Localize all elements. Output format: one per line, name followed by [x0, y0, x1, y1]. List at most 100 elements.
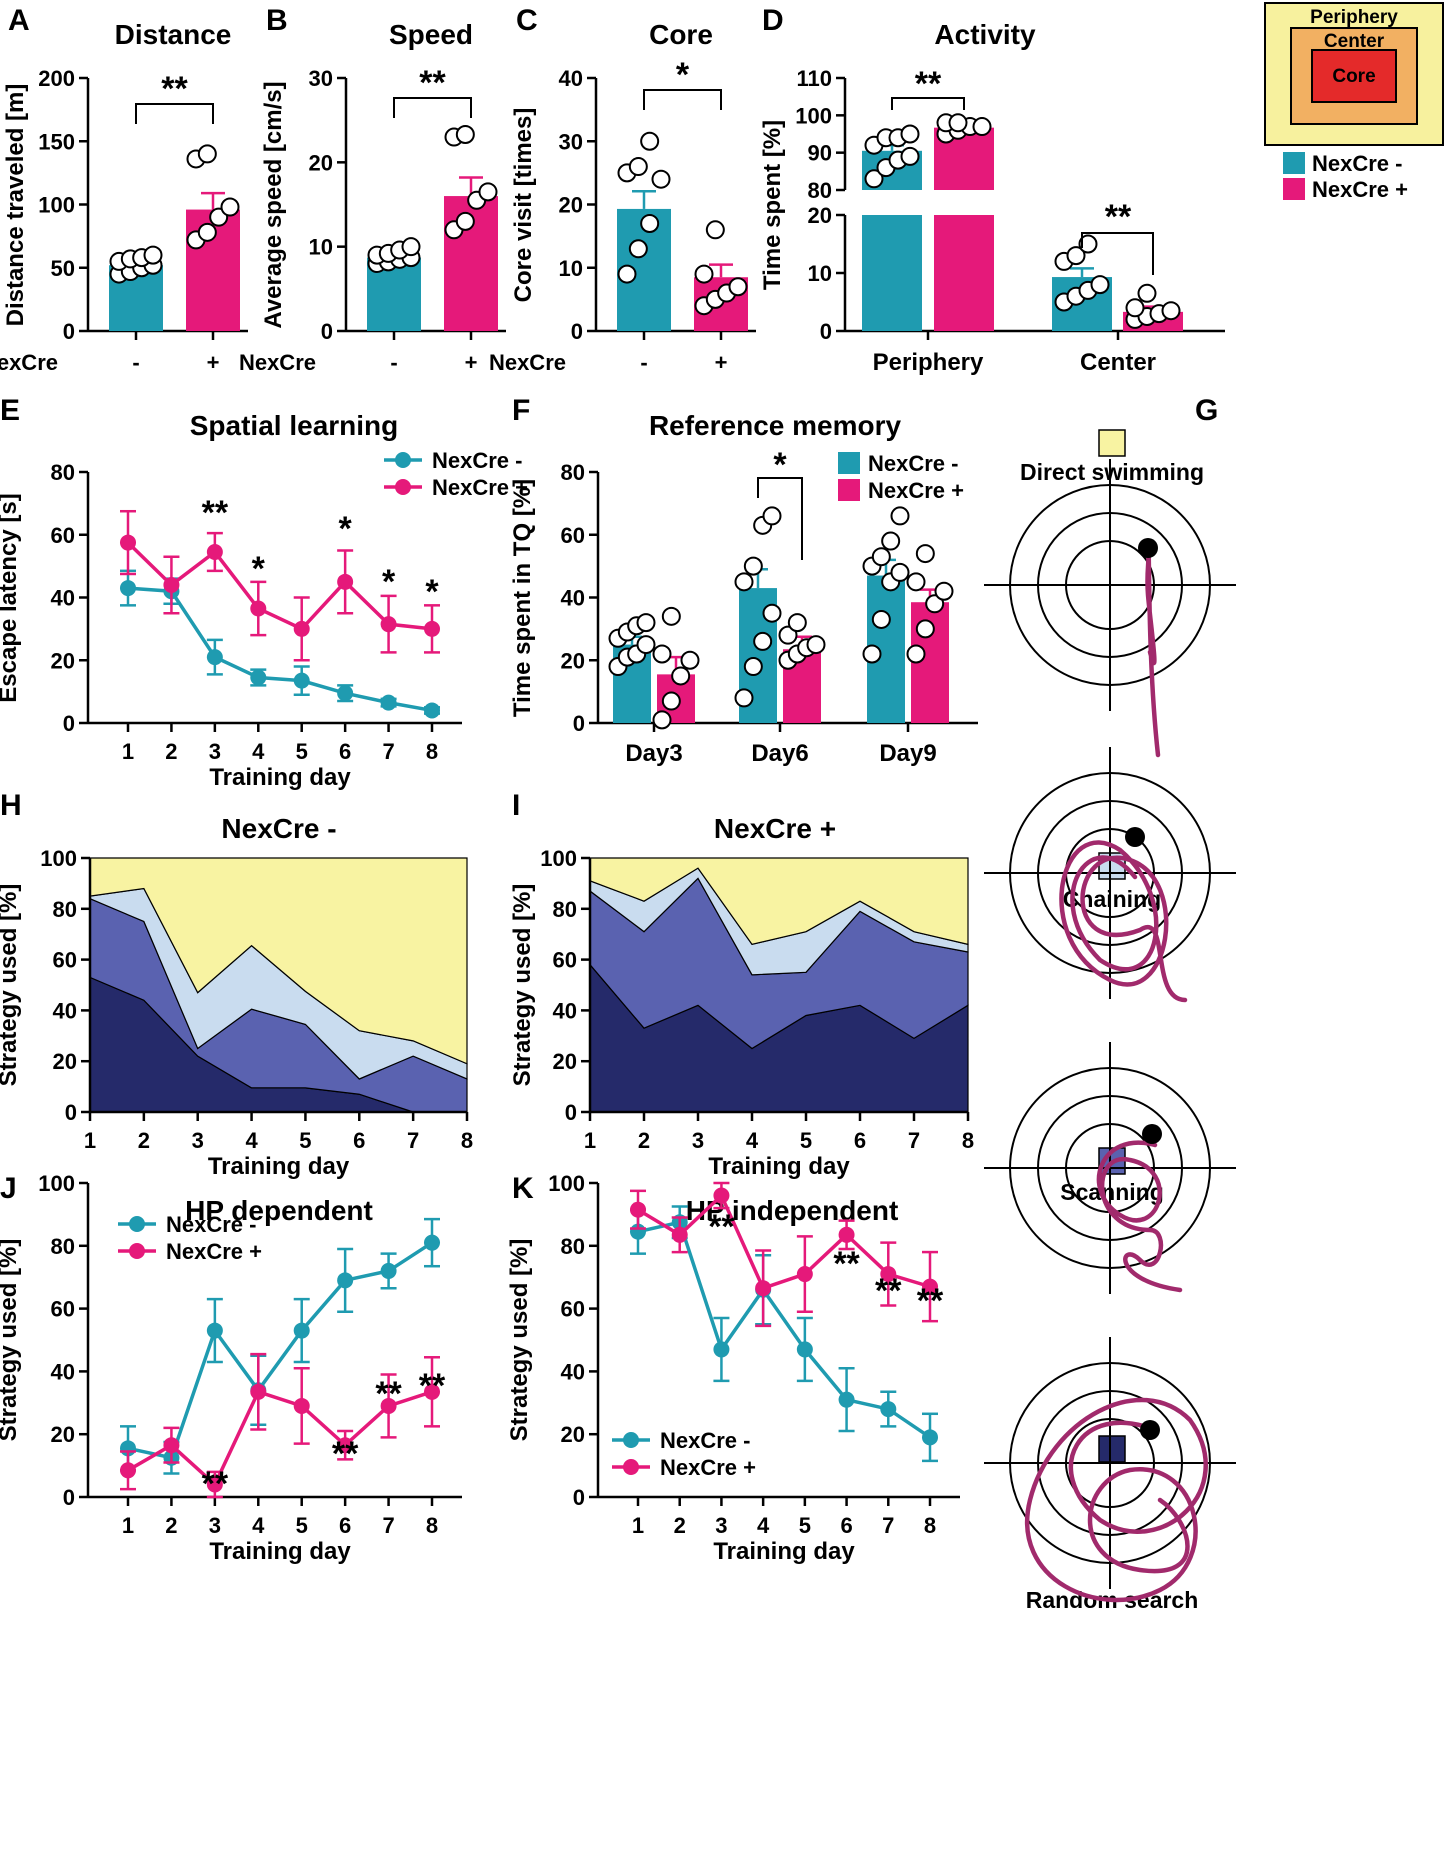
data-point — [915, 544, 935, 564]
series-marker — [206, 1476, 223, 1493]
y-tick-label: 100 — [38, 1171, 75, 1196]
area-direct-swimming — [589, 857, 969, 946]
series-line-plus — [637, 1192, 931, 1291]
x-tick-label: 1 — [584, 1128, 596, 1153]
series-marker — [424, 1234, 440, 1251]
significance-star: ** — [332, 1435, 359, 1473]
significance-bracket — [643, 89, 722, 110]
swim-path — [1059, 840, 1188, 1003]
data-point — [881, 531, 901, 551]
panel-title: Speed — [389, 19, 473, 50]
x-tick-label: 8 — [962, 1128, 974, 1153]
data-point — [934, 581, 954, 601]
inset-core-label: Core — [1332, 66, 1375, 87]
data-point — [628, 157, 648, 177]
y-tick-label: 150 — [38, 129, 75, 154]
panel-letter: D — [762, 4, 784, 37]
y-tick-label: 100 — [540, 846, 577, 871]
panel-B: B Speed 0 10 20 30 Average speed [cm/s] ** NexCr… — [239, 4, 506, 375]
legend-marker — [395, 452, 411, 468]
y-tick-label: 0 — [63, 711, 75, 736]
x-axis-label: Training day — [713, 1538, 855, 1565]
series-marker — [293, 1397, 310, 1414]
significance-star: * — [425, 573, 439, 611]
y-tick-label: 60 — [553, 948, 577, 973]
data-point — [1090, 275, 1110, 295]
data-point — [871, 547, 891, 567]
x-tick-label: Center — [1080, 349, 1156, 376]
significance-star: * — [676, 56, 690, 94]
panel-letter: K — [512, 1172, 534, 1205]
bar-periphery-lower — [934, 215, 994, 331]
x-tick-label: 7 — [908, 1128, 920, 1153]
data-point — [652, 710, 672, 730]
series-marker — [380, 1397, 397, 1414]
series-marker — [922, 1429, 938, 1446]
series-marker — [424, 620, 440, 637]
data-point — [1161, 301, 1181, 321]
strategy-label-scanning: Scanning — [1060, 1179, 1164, 1205]
x-tick-label: 7 — [382, 739, 394, 764]
x-tick-label: 3 — [209, 1513, 221, 1538]
x-tick-label: 6 — [339, 739, 351, 764]
x-tick-label: 5 — [296, 739, 308, 764]
series-marker — [250, 1383, 267, 1400]
panel-letter: B — [266, 4, 288, 37]
series-marker — [424, 1383, 440, 1400]
significance-star: * — [339, 510, 353, 548]
data-point — [640, 131, 660, 151]
legend-label-plus: NexCre + — [660, 1455, 756, 1480]
y-tick-label: 80 — [561, 460, 585, 485]
legend-label-minus: NexCre - — [868, 451, 958, 476]
series-marker — [713, 1341, 730, 1358]
strategy-label-direct-swimming: Direct swimming — [1020, 459, 1204, 485]
x-axis-label: Training day — [208, 1153, 350, 1180]
y-tick-label: 80 — [561, 1234, 585, 1259]
panel-C: C Core 0 10 20 30 40 Core visit [times] * NexCre -… — [489, 4, 756, 375]
series-marker — [796, 1266, 813, 1283]
panel-letter: A — [8, 4, 30, 37]
data-point — [906, 572, 926, 592]
x-tick-label: - — [390, 350, 397, 375]
series-marker — [337, 573, 354, 590]
y-tick-label: 80 — [53, 897, 77, 922]
data-point — [628, 239, 648, 259]
panel-title: Spatial learning — [190, 410, 399, 441]
y-tick-label: 20 — [53, 1049, 77, 1074]
series-marker — [120, 580, 136, 597]
x-tick-label: 6 — [854, 1128, 866, 1153]
y-tick-label: 80 — [553, 897, 577, 922]
significance-star: ** — [202, 494, 229, 532]
series-marker — [206, 544, 223, 561]
y-tick-label: 20 — [51, 648, 75, 673]
data-point — [762, 603, 782, 623]
inset-periphery-label: Periphery — [1310, 7, 1398, 28]
legend-marker — [129, 1216, 145, 1232]
y-tick-label: 100 — [40, 846, 77, 871]
x-tick-label: 2 — [165, 1513, 177, 1538]
significance-star: ** — [915, 65, 942, 103]
data-point — [900, 146, 920, 166]
data-point — [661, 691, 681, 711]
y-tick-label: 20 — [51, 1422, 75, 1447]
platform-marker — [1140, 1420, 1160, 1440]
x-tick-label: 8 — [924, 1513, 936, 1538]
significance-star: ** — [161, 70, 188, 108]
panel-title: NexCre - — [221, 813, 336, 844]
series-marker — [250, 600, 267, 617]
y-tick-label: 10 — [808, 261, 832, 286]
significance-star: ** — [917, 1282, 944, 1320]
significance-star: * — [252, 550, 266, 588]
data-point — [640, 213, 660, 233]
legend-swatch-minus — [838, 452, 860, 474]
y-tick-label: 0 — [65, 1100, 77, 1125]
y-axis-label: Strategy used [%] — [506, 1239, 533, 1442]
x-tick-label: 7 — [382, 1513, 394, 1538]
data-point — [871, 609, 891, 629]
y-axis-label: Distance traveled [m] — [2, 84, 29, 327]
y-tick-label: 20 — [309, 150, 333, 175]
legend-marker — [395, 479, 411, 495]
data-point — [220, 197, 240, 217]
strategy-swatch-random-search — [1098, 1435, 1126, 1463]
